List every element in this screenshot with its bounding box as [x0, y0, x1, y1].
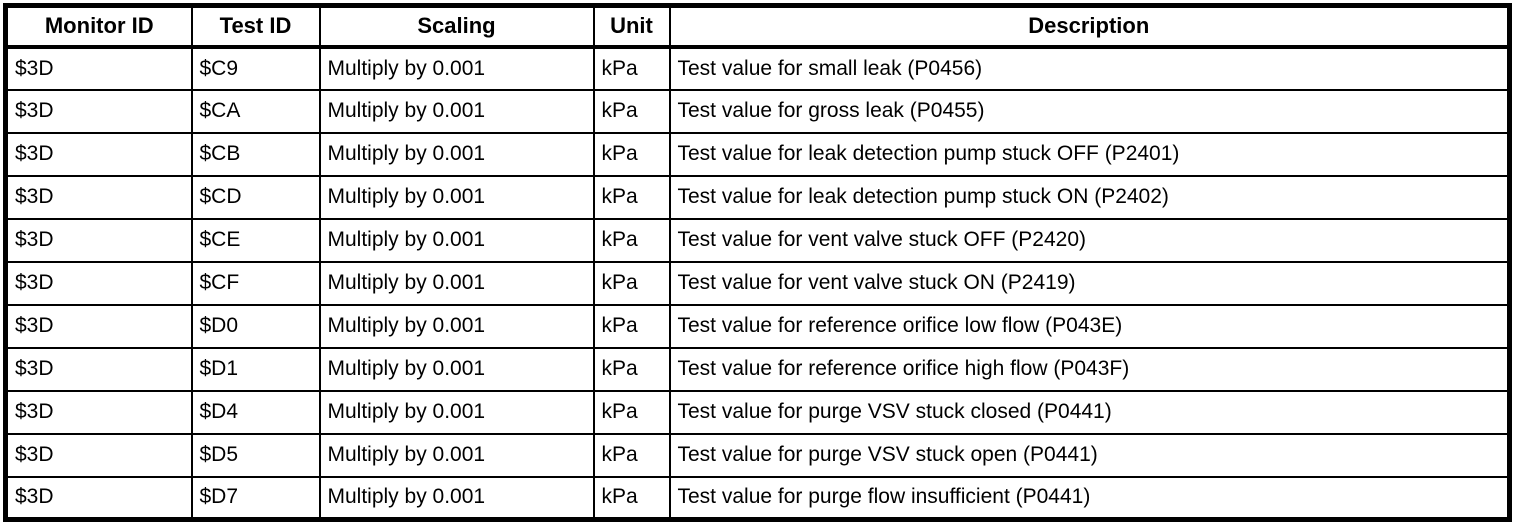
cell-scaling: Multiply by 0.001	[318, 303, 595, 349]
table-row: $3D $D5 Multiply by 0.001 kPa Test value…	[4, 432, 1511, 478]
cell-monitor-id: $3D	[4, 131, 193, 177]
cell-scaling: Multiply by 0.001	[318, 475, 595, 521]
header-cell-description: Description	[668, 4, 1511, 49]
cell-unit: kPa	[592, 260, 671, 306]
cell-test-id: $D7	[190, 475, 321, 521]
table-row: $3D $D1 Multiply by 0.001 kPa Test value…	[4, 346, 1511, 392]
cell-description: Test value for leak detection pump stuck…	[668, 131, 1511, 177]
header-cell-monitor-id: Monitor ID	[4, 4, 193, 49]
cell-monitor-id: $3D	[4, 174, 193, 220]
cell-monitor-id: $3D	[4, 389, 193, 435]
cell-test-id: $D4	[190, 389, 321, 435]
cell-unit: kPa	[592, 131, 671, 177]
cell-description: Test value for small leak (P0456)	[668, 45, 1511, 91]
table-row: $3D $CE Multiply by 0.001 kPa Test value…	[4, 217, 1511, 263]
cell-test-id: $CE	[190, 217, 321, 263]
cell-unit: kPa	[592, 346, 671, 392]
table-row: $3D $CD Multiply by 0.001 kPa Test value…	[4, 174, 1511, 220]
table-row: $3D $D7 Multiply by 0.001 kPa Test value…	[4, 475, 1511, 521]
header-cell-unit: Unit	[592, 4, 671, 49]
cell-description: Test value for purge VSV stuck closed (P…	[668, 389, 1511, 435]
header-cell-test-id: Test ID	[190, 4, 321, 49]
cell-description: Test value for vent valve stuck ON (P241…	[668, 260, 1511, 306]
cell-description: Test value for purge flow insufficient (…	[668, 475, 1511, 521]
cell-scaling: Multiply by 0.001	[318, 346, 595, 392]
cell-test-id: $D5	[190, 432, 321, 478]
cell-monitor-id: $3D	[4, 260, 193, 306]
cell-test-id: $CD	[190, 174, 321, 220]
cell-test-id: $D1	[190, 346, 321, 392]
cell-scaling: Multiply by 0.001	[318, 432, 595, 478]
header-cell-scaling: Scaling	[318, 4, 595, 49]
table-row: $3D $CA Multiply by 0.001 kPa Test value…	[4, 88, 1511, 134]
cell-unit: kPa	[592, 217, 671, 263]
header-row: Monitor ID Test ID Scaling Unit Descript…	[4, 4, 1511, 49]
table-row: $3D $D0 Multiply by 0.001 kPa Test value…	[4, 303, 1511, 349]
cell-monitor-id: $3D	[4, 45, 193, 91]
table-row: $3D $C9 Multiply by 0.001 kPa Test value…	[4, 45, 1511, 91]
cell-scaling: Multiply by 0.001	[318, 260, 595, 306]
cell-scaling: Multiply by 0.001	[318, 217, 595, 263]
table-row: $3D $D4 Multiply by 0.001 kPa Test value…	[4, 389, 1511, 435]
cell-test-id: $C9	[190, 45, 321, 91]
cell-monitor-id: $3D	[4, 217, 193, 263]
cell-unit: kPa	[592, 174, 671, 220]
cell-description: Test value for reference orifice high fl…	[668, 346, 1511, 392]
cell-scaling: Multiply by 0.001	[318, 45, 595, 91]
cell-unit: kPa	[592, 389, 671, 435]
cell-unit: kPa	[592, 45, 671, 91]
cell-unit: kPa	[592, 88, 671, 134]
cell-test-id: $D0	[190, 303, 321, 349]
table-row: $3D $CB Multiply by 0.001 kPa Test value…	[4, 131, 1511, 177]
cell-description: Test value for leak detection pump stuck…	[668, 174, 1511, 220]
cell-monitor-id: $3D	[4, 303, 193, 349]
cell-scaling: Multiply by 0.001	[318, 174, 595, 220]
cell-description: Test value for gross leak (P0455)	[668, 88, 1511, 134]
cell-unit: kPa	[592, 303, 671, 349]
cell-unit: kPa	[592, 432, 671, 478]
cell-monitor-id: $3D	[4, 432, 193, 478]
cell-description: Test value for reference orifice low flo…	[668, 303, 1511, 349]
cell-monitor-id: $3D	[4, 475, 193, 521]
cell-description: Test value for purge VSV stuck open (P04…	[668, 432, 1511, 478]
cell-test-id: $CF	[190, 260, 321, 306]
cell-test-id: $CA	[190, 88, 321, 134]
cell-test-id: $CB	[190, 131, 321, 177]
cell-unit: kPa	[592, 475, 671, 521]
cell-scaling: Multiply by 0.001	[318, 131, 595, 177]
table-row: $3D $CF Multiply by 0.001 kPa Test value…	[4, 260, 1511, 306]
cell-description: Test value for vent valve stuck OFF (P24…	[668, 217, 1511, 263]
cell-monitor-id: $3D	[4, 346, 193, 392]
cell-monitor-id: $3D	[4, 88, 193, 134]
monitor-test-table: Monitor ID Test ID Scaling Unit Descript…	[3, 3, 1512, 522]
cell-scaling: Multiply by 0.001	[318, 389, 595, 435]
cell-scaling: Multiply by 0.001	[318, 88, 595, 134]
monitor-test-table-container: Monitor ID Test ID Scaling Unit Descript…	[3, 3, 1512, 522]
